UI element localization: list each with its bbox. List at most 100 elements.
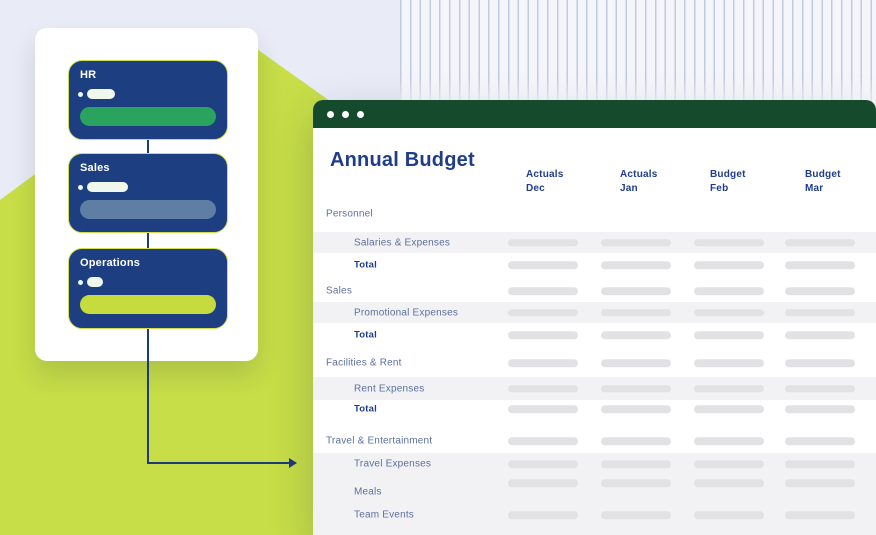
text-placeholder-pill <box>87 89 115 99</box>
value-placeholder-pill <box>508 238 578 247</box>
dept-progress-bar <box>80 200 216 219</box>
value-placeholder-pill <box>785 261 855 269</box>
table-row-personnel: Personnel <box>313 204 876 224</box>
table-row-meals: Meals <box>313 479 876 502</box>
row-label: Travel Expenses <box>354 458 432 470</box>
value-placeholder-pill <box>508 479 578 487</box>
value-placeholder-pill <box>785 511 855 519</box>
value-placeholder-pill <box>508 437 578 445</box>
row-label: Personnel <box>326 208 373 220</box>
dept-card-title: Operations <box>80 257 141 269</box>
column-header-line2: Dec <box>526 183 545 194</box>
value-placeholder-pill <box>508 511 578 519</box>
value-placeholder-pill <box>508 261 578 269</box>
value-placeholder-pill <box>694 460 764 468</box>
page-title: Annual Budget <box>330 149 475 171</box>
bullet-dot-icon <box>78 279 83 285</box>
dept-card-title: Sales <box>80 162 110 174</box>
text-placeholder-pill <box>87 182 128 192</box>
column-header-line2: Mar <box>805 183 824 194</box>
table-row-travel-entertainment: Travel & Entertainment <box>313 431 876 451</box>
row-label: Total <box>354 329 377 341</box>
bullet-row <box>78 182 128 192</box>
table-row-travel-expenses: Travel Expenses <box>313 454 876 474</box>
value-placeholder-pill <box>694 238 764 247</box>
value-placeholder-pill <box>694 287 764 295</box>
row-shaded-band <box>313 377 876 400</box>
row-shaded-band <box>313 232 876 253</box>
value-placeholder-pill <box>694 405 764 413</box>
row-label: Meals <box>354 486 382 498</box>
value-placeholder-pill <box>694 384 764 393</box>
row-label: Sales <box>326 285 353 297</box>
value-placeholder-pill <box>694 359 764 367</box>
value-placeholder-pill <box>694 511 764 519</box>
bullet-row <box>78 277 103 287</box>
row-label: Promotional Expenses <box>354 307 459 318</box>
value-placeholder-pill <box>601 261 671 269</box>
row-label: Facilities & Rent <box>326 357 402 369</box>
value-placeholder-pill <box>785 384 855 393</box>
value-placeholder-pill <box>785 460 855 468</box>
value-placeholder-pill <box>601 331 671 339</box>
text-placeholder-pill <box>87 277 103 287</box>
dept-progress-bar <box>80 295 216 314</box>
value-placeholder-pill <box>694 479 764 487</box>
value-placeholder-pill <box>785 287 855 295</box>
row-label: Salaries & Expenses <box>354 237 451 248</box>
window-control-dot[interactable] <box>357 110 364 118</box>
value-placeholder-pill <box>508 405 578 413</box>
value-placeholder-pill <box>785 308 855 317</box>
value-placeholder-pill <box>785 359 855 367</box>
value-placeholder-pill <box>508 331 578 339</box>
value-placeholder-pill <box>601 287 671 295</box>
budget-window: Annual Budget Actuals Dec Actuals Jan Bu… <box>313 100 876 535</box>
value-placeholder-pill <box>601 460 671 468</box>
row-label: Rent Expenses <box>354 383 425 394</box>
table-row-total: Total <box>313 325 876 345</box>
bullet-row <box>78 89 115 99</box>
row-label: Total <box>354 403 377 415</box>
budget-table: Annual Budget Actuals Dec Actuals Jan Bu… <box>313 128 876 535</box>
value-placeholder-pill <box>508 287 578 295</box>
value-placeholder-pill <box>785 405 855 413</box>
value-placeholder-pill <box>694 261 764 269</box>
row-label: Total <box>354 259 377 271</box>
section-shaded-band <box>313 453 876 535</box>
column-header-line1: Budget <box>710 169 746 180</box>
dept-card-hr: HR <box>68 60 228 140</box>
table-row-sales: Sales <box>313 281 876 301</box>
column-header-budget-feb: Budget Feb <box>710 168 790 196</box>
column-header-line1: Actuals <box>620 169 658 180</box>
value-placeholder-pill <box>785 331 855 339</box>
table-row-salaries-expenses: Salaries & Expenses <box>313 232 876 253</box>
column-header-line1: Budget <box>805 169 841 180</box>
value-placeholder-pill <box>508 308 578 317</box>
value-placeholder-pill <box>601 238 671 247</box>
value-placeholder-pill <box>601 511 671 519</box>
value-placeholder-pill <box>601 384 671 393</box>
column-header-line2: Feb <box>710 183 729 194</box>
table-row-facilities-rent: Facilities & Rent <box>313 353 876 373</box>
column-header-line2: Jan <box>620 183 638 194</box>
window-control-dot[interactable] <box>342 110 349 118</box>
value-placeholder-pill <box>508 460 578 468</box>
window-control-dot[interactable] <box>327 110 334 118</box>
column-header-line1: Actuals <box>526 169 564 180</box>
value-placeholder-pill <box>785 238 855 247</box>
value-placeholder-pill <box>508 359 578 367</box>
column-header-actuals-jan: Actuals Jan <box>620 168 700 196</box>
connector-line-horizontal <box>147 462 289 464</box>
table-row-team-events: Team Events <box>313 505 876 525</box>
dept-progress-bar <box>80 107 216 126</box>
value-placeholder-pill <box>785 479 855 487</box>
arrowhead-icon <box>289 458 297 468</box>
window-titlebar <box>313 100 876 128</box>
dept-card-operations: Operations <box>68 248 228 329</box>
stripe-pattern-background <box>400 0 876 110</box>
value-placeholder-pill <box>601 405 671 413</box>
table-row-total: Total <box>313 399 876 419</box>
value-placeholder-pill <box>694 308 764 317</box>
value-placeholder-pill <box>694 437 764 445</box>
